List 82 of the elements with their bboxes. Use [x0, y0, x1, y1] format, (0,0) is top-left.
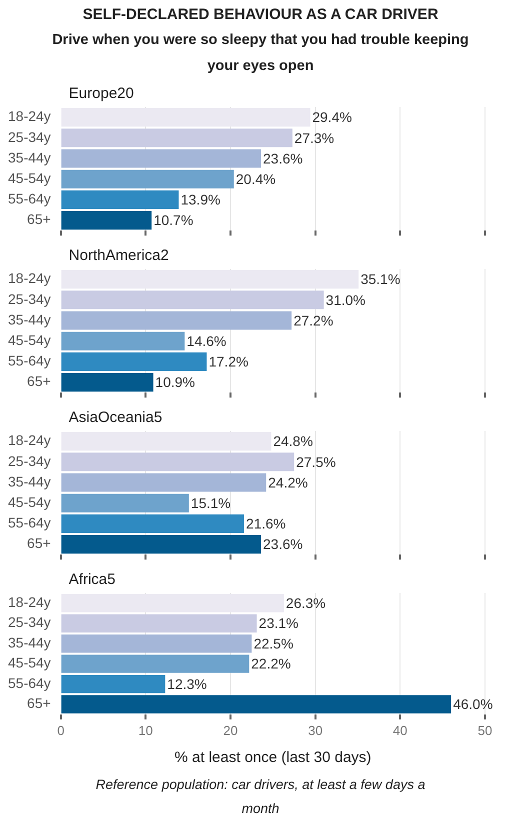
bar — [61, 695, 452, 714]
bar — [61, 535, 262, 554]
data-label: 23.6% — [263, 536, 303, 552]
bar — [61, 674, 166, 694]
bar — [61, 332, 185, 350]
bar — [61, 634, 252, 653]
x-tick-label: 50 — [478, 722, 492, 738]
data-label: 15.1% — [190, 494, 231, 511]
x-tick-label: 20 — [223, 722, 238, 738]
y-tick-label: 55-64y — [8, 190, 51, 207]
y-tick-label: 65+ — [27, 373, 51, 390]
x-tick-label: 10 — [138, 722, 153, 738]
data-label: 29.4% — [312, 109, 352, 126]
y-tick-label: 65+ — [27, 695, 51, 712]
bar — [61, 211, 152, 230]
data-label: 24.8% — [273, 433, 313, 450]
y-tick-label: 18-24y — [8, 108, 51, 124]
data-label: 13.9% — [180, 192, 220, 208]
y-tick-label: 25-34y — [8, 452, 51, 469]
y-tick-label: 25-34y — [8, 290, 51, 307]
chart-title: Europe20 — [68, 85, 134, 102]
bar — [61, 614, 257, 632]
bar — [61, 170, 234, 188]
y-tick-label: 55-64y — [8, 352, 51, 369]
y-tick-label: 18-24y — [8, 432, 51, 448]
data-label: 24.2% — [268, 474, 308, 490]
data-label: 27.5% — [296, 454, 336, 470]
bar — [61, 311, 292, 330]
y-tick-label: 25-34y — [8, 128, 51, 145]
data-label: 20.4% — [236, 170, 276, 187]
data-label: 26.3% — [286, 594, 326, 611]
y-tick-label: 55-64y — [8, 674, 51, 691]
text: Drive when you were so sleepy that you had trouble keeping your eyes open — [51, 31, 470, 76]
text: SELF-DECLARED BEHAVIOUR AS A CAR DRIVER — [82, 6, 440, 23]
y-tick-label: 35-44y — [8, 634, 51, 650]
y-tick-label: 35-44y — [8, 149, 51, 166]
data-label: 10.7% — [154, 212, 194, 228]
data-label: 23.6% — [263, 150, 303, 166]
bar — [61, 373, 154, 392]
data-label: 12.3% — [167, 676, 207, 692]
data-label: 23.1% — [258, 615, 298, 632]
x-tick-label: 0 — [57, 722, 64, 738]
data-label: 17.2% — [208, 354, 248, 370]
bar — [61, 190, 179, 209]
y-tick-label: 18-24y — [8, 270, 51, 286]
chart-title: Africa5 — [68, 571, 116, 588]
bar — [61, 473, 266, 492]
y-tick-label: 45-54y — [8, 170, 51, 186]
data-label: 22.2% — [251, 656, 291, 672]
x-tick-label: 30 — [308, 722, 323, 738]
y-tick-label: 35-44y — [8, 473, 51, 490]
data-label: 22.5% — [254, 635, 294, 652]
data-label: 27.2% — [294, 312, 334, 328]
chart-title: AsiaOceania5 — [68, 409, 162, 426]
y-tick-label: 25-34y — [8, 614, 51, 630]
chart-title: NorthAmerica2 — [68, 247, 169, 264]
y-tick-label: 35-44y — [8, 311, 51, 328]
bar — [61, 654, 250, 673]
bar — [61, 128, 292, 148]
y-tick-label: 45-54y — [8, 332, 51, 348]
y-tick-label: 55-64y — [8, 514, 51, 531]
text: Reference population: car drivers, at least a few days a month — [94, 776, 426, 818]
y-tick-label: 18-24y — [8, 594, 51, 610]
data-label: 35.1% — [360, 271, 400, 288]
data-label: 46.0% — [453, 696, 493, 712]
bar — [61, 149, 262, 168]
y-tick-label: 65+ — [27, 535, 51, 552]
data-label: 31.0% — [326, 292, 366, 308]
y-tick-label: 65+ — [27, 211, 51, 228]
data-label: 21.6% — [246, 516, 286, 532]
bar — [61, 494, 189, 512]
bar — [61, 290, 324, 310]
x-axis-title: % at least once (last 30 days) — [174, 749, 372, 766]
y-tick-label: 45-54y — [8, 654, 51, 671]
data-label: 14.6% — [186, 332, 226, 349]
data-label: 10.9% — [155, 374, 195, 390]
data-label: 27.3% — [294, 130, 334, 146]
y-tick-label: 45-54y — [8, 494, 51, 510]
bar — [61, 352, 207, 371]
bar — [61, 514, 244, 533]
x-tick-label: 40 — [392, 722, 408, 738]
bar — [61, 452, 294, 472]
